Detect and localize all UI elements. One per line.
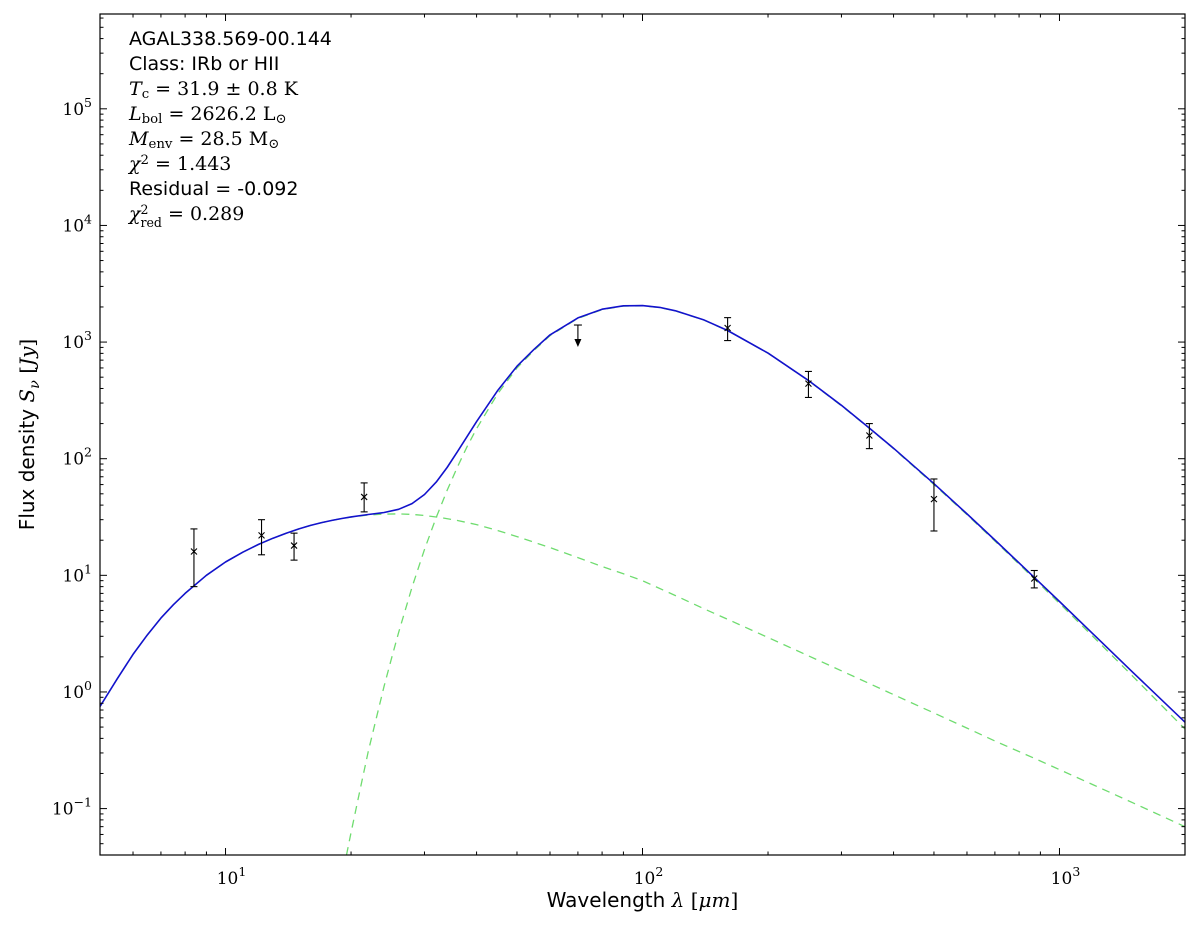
y-tick-label: 105 (62, 95, 92, 120)
sup-sub-stack: 2 red (140, 202, 162, 230)
data-points (190, 317, 1038, 589)
annotation-line-8: χ 2 red = 0.289 (129, 202, 245, 230)
y-tick-label: 100 (62, 678, 92, 703)
tick-labels: 101 102 103 10−1 100 101 102 103 104 105 (52, 95, 1080, 889)
x-axis-label: Wavelength λ [μm] (547, 888, 739, 912)
data-point (360, 482, 368, 513)
annotation-line-5: Menv = 28.5 M⊙ (129, 128, 280, 153)
data-point (804, 370, 812, 399)
data-point (258, 519, 266, 556)
data-point (190, 528, 198, 588)
annotation-line-6: χ2 = 1.443 (129, 153, 232, 175)
upper-limit-marker (573, 324, 582, 348)
data-point (1030, 569, 1038, 589)
data-point (724, 317, 732, 342)
x-tick-label: 103 (1051, 864, 1081, 889)
data-point (930, 478, 938, 532)
y-axis-label: Flux density Sν [Jy] (15, 339, 43, 530)
y-tick-label: 101 (62, 561, 92, 586)
y-tick-label: 104 (62, 211, 92, 236)
y-tick-label: 102 (62, 445, 92, 470)
annotation-line-4: Lbol = 2626.2 L⊙ (129, 103, 287, 128)
cold-dust-component-curve (345, 305, 1185, 855)
y-tick-label: 103 (62, 328, 92, 353)
data-point (290, 532, 298, 561)
axis-ticks (99, 14, 1186, 855)
x-tick-label: 102 (634, 864, 664, 889)
fit-curves (100, 304, 1185, 855)
fit-parameters-annotation: AGAL338.569-00.144 Class: IRb or HII Tc = … (129, 27, 332, 230)
total-fit-curve (100, 304, 1185, 723)
annotation-line-3: Tc = 31.9 ± 0.8 K (129, 78, 298, 103)
x-tick-label: 101 (217, 864, 247, 889)
annotation-line-7: Residual = -0.092 (129, 178, 299, 200)
y-tick-label: 10−1 (52, 795, 92, 820)
annotation-line-2: Class: IRb or HII (129, 53, 280, 75)
data-point (865, 423, 873, 450)
warm-dust-component-curve (100, 513, 1185, 828)
annotation-line-1: AGAL338.569-00.144 (129, 28, 332, 50)
